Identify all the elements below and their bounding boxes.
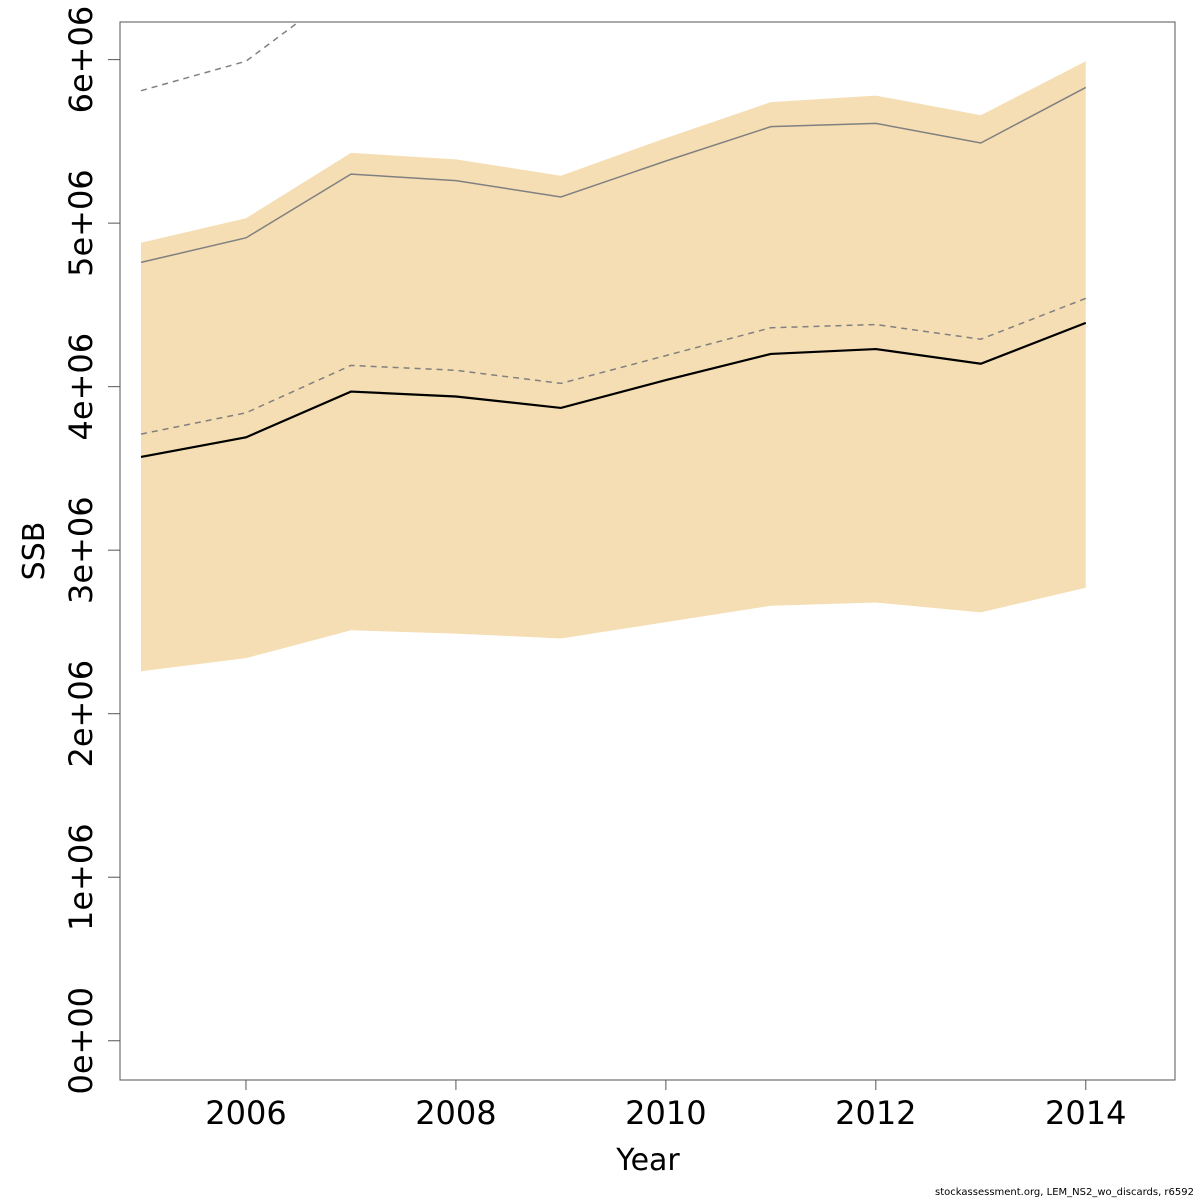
x-tick-label: 2010 <box>625 1094 706 1132</box>
x-tick-label: 2008 <box>415 1094 496 1132</box>
series-line-0 <box>140 321 1087 459</box>
x-tick-label: 2012 <box>835 1094 916 1132</box>
y-axis: 0e+00 1e+06 2e+06 3e+06 4e+06 5e+06 6e+06 <box>62 6 120 1095</box>
series-line-3 <box>140 22 300 92</box>
y-tick-label: 4e+06 <box>62 333 100 441</box>
y-tick-label: 0e+00 <box>62 987 100 1095</box>
y-tick-label: 5e+06 <box>62 169 100 277</box>
series-line-1 <box>140 297 1087 435</box>
y-tick-label: 3e+06 <box>62 496 100 604</box>
series-line-2 <box>140 86 1087 264</box>
y-axis-title: SSB <box>17 522 52 581</box>
x-tick-label: 2006 <box>205 1094 286 1132</box>
series-lines-layer <box>140 22 1087 459</box>
y-tick-label: 6e+06 <box>62 6 100 114</box>
confidence-band <box>141 61 1086 672</box>
x-tick-label: 2014 <box>1045 1094 1126 1132</box>
x-axis-title: Year <box>615 1143 680 1178</box>
plot-frame <box>119 21 1176 1081</box>
y-tick-label: 1e+06 <box>62 823 100 931</box>
x-axis: 2006 2008 2010 2012 2014 <box>205 1080 1126 1132</box>
footer-source-text: stockassessment.org, LEM_NS2_wo_discards… <box>935 1187 1194 1198</box>
confidence-band-layer <box>141 61 1086 672</box>
y-tick-label: 2e+06 <box>62 660 100 768</box>
